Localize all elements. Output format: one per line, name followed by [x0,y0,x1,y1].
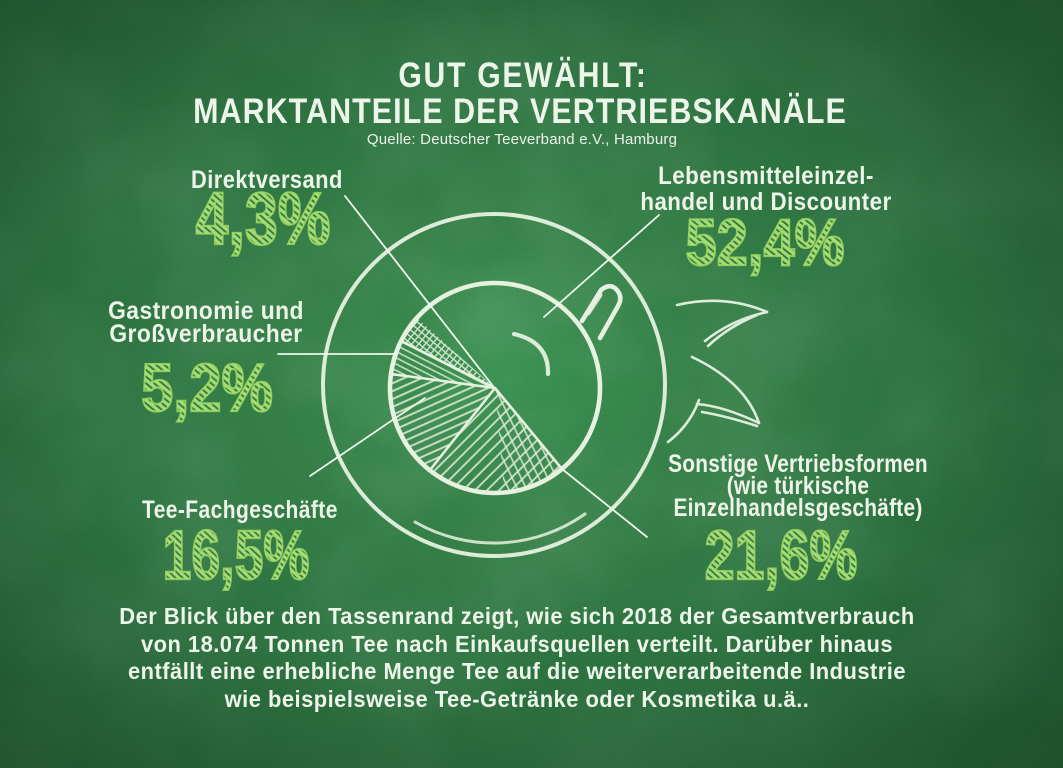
svg-text:5,2%: 5,2% [141,351,273,426]
svg-text:52,4%: 52,4% [685,206,844,279]
svg-text:4,3%: 4,3% [196,178,331,261]
svg-text:21,6%: 21,6% [705,516,858,594]
svg-text:16,5%: 16,5% [163,516,310,594]
